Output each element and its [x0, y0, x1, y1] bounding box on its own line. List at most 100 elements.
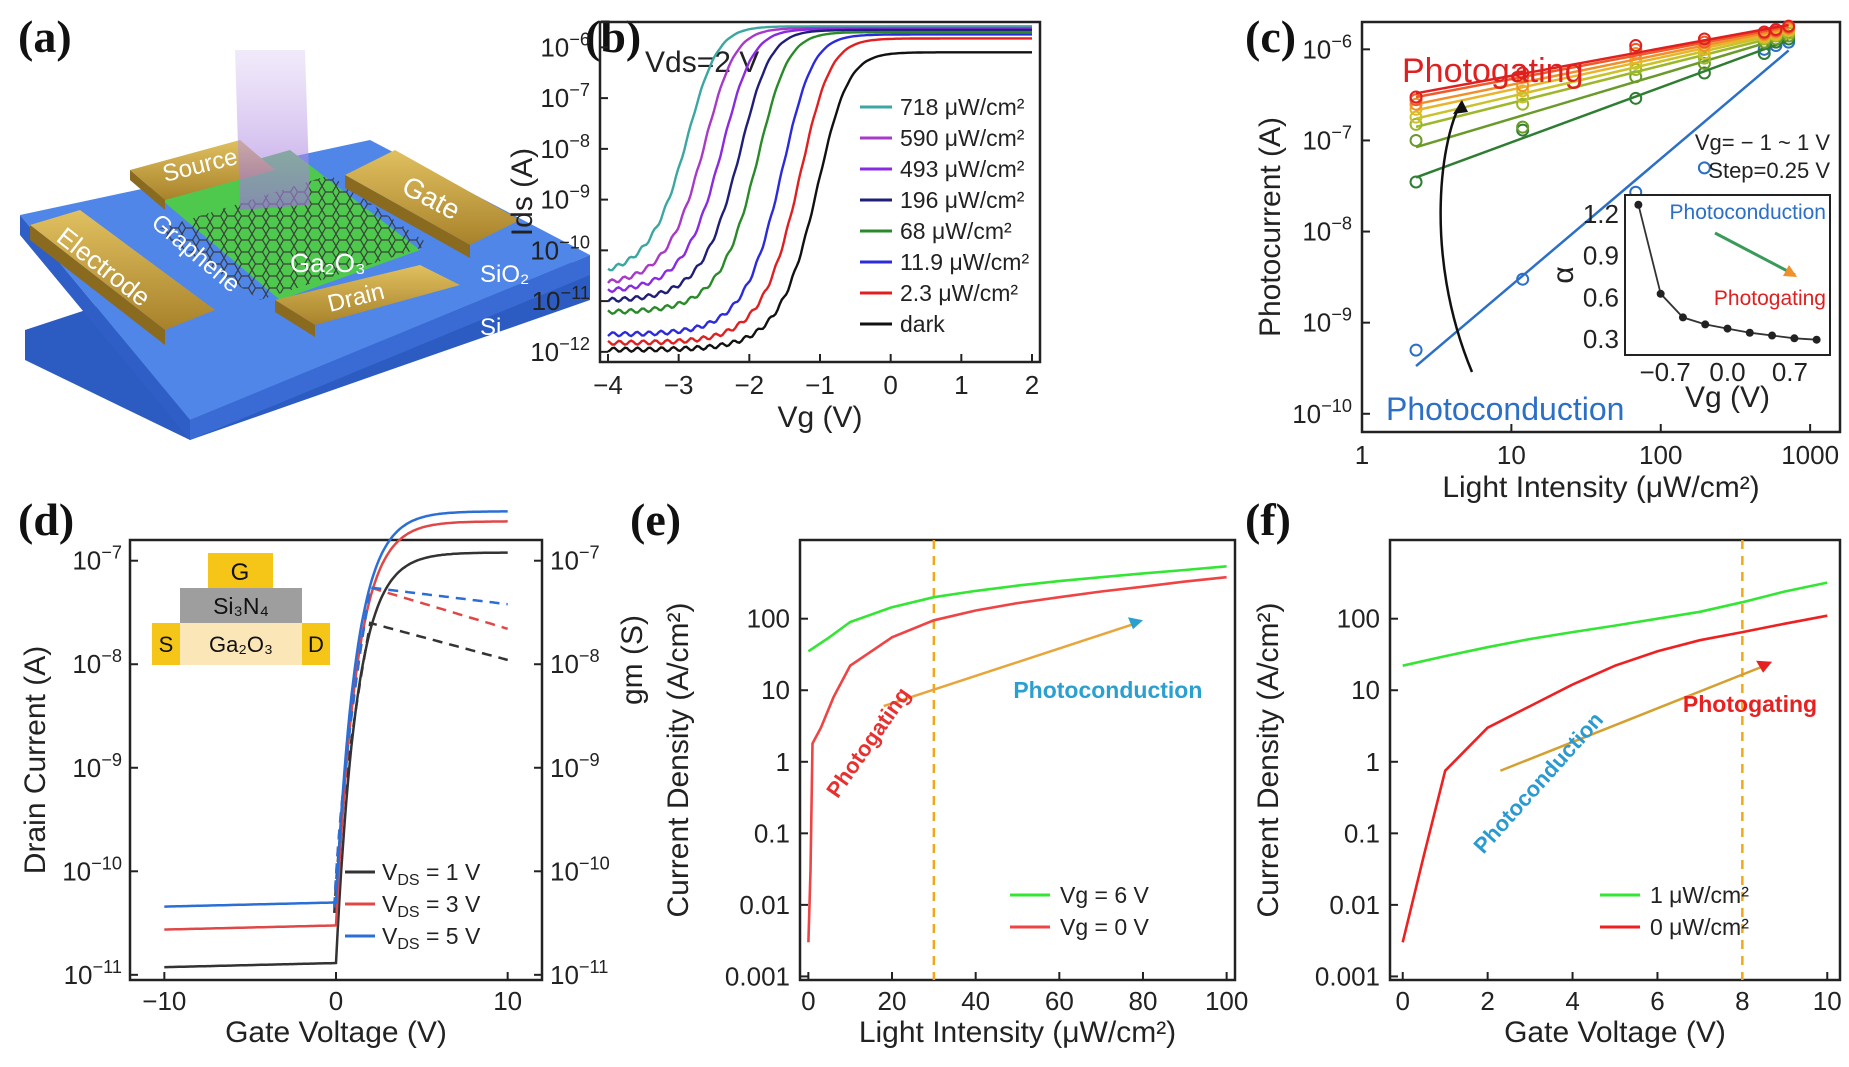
- y2-axis-label: gm (S): [616, 615, 649, 705]
- y-tick-label: 10−7: [540, 80, 590, 113]
- panel-f-current-density-gate: 0 2 4 6 8 10 0.001 0.01 0.1 1 10 100 Gate Voltage (V…: [1252, 538, 1842, 1049]
- inset-x-tick-label: −0.7: [1639, 357, 1690, 387]
- x-tick-label: 0: [329, 986, 343, 1016]
- y-tick-label: 1: [776, 747, 790, 777]
- inset-y-tick-label: 0.9: [1583, 241, 1619, 271]
- inset-x-label: Vg (V): [1685, 381, 1770, 414]
- panel-b-transfer-curves: −4 −3 −2 −1 0 1 2 10−12 10−11 10−10 10−9 10−8 10−7 10…: [506, 20, 1042, 434]
- x-axis-label: Light Intensity (μW/cm²): [859, 1016, 1176, 1049]
- y-tick-label: 10−9: [72, 750, 122, 783]
- x-tick-label: 6: [1650, 986, 1664, 1016]
- y2-tick-label: 10−7: [550, 543, 600, 576]
- data-point-vg--0.75: [1697, 66, 1711, 80]
- x-tick-label: 60: [1045, 986, 1074, 1016]
- y-tick-label: 10−10: [62, 853, 122, 886]
- y-tick-label: 10−8: [540, 131, 590, 164]
- stack-drain: [302, 623, 330, 665]
- legend-entry-718: 718 μW/cm²: [900, 94, 1025, 120]
- panel-f-frame: [1388, 538, 1842, 982]
- inset-y-tick-label: 1.2: [1583, 199, 1619, 229]
- data-point-vg-1: [1769, 23, 1783, 37]
- data-point-vg-0.75: [1629, 42, 1643, 56]
- data-point-vg-0.5: [1516, 79, 1530, 93]
- y-tick-label: 0.01: [739, 890, 790, 920]
- series-line-2.3: [607, 37, 1032, 347]
- drain-current-line-1: [164, 520, 508, 931]
- data-point-vg--1: [1697, 161, 1711, 175]
- y-tick-label: 0.001: [1315, 961, 1380, 991]
- data-point-vg--0.5: [1409, 133, 1423, 147]
- stack-channel: [152, 623, 330, 665]
- y-tick-label: 0.01: [1329, 890, 1380, 920]
- x-tick-label: 40: [961, 986, 990, 1016]
- inset-alpha-point: [1790, 334, 1799, 343]
- data-point-vg-1: [1409, 90, 1423, 104]
- y-tick-label: 0.001: [725, 961, 790, 991]
- fit-line-vg-1: [1415, 23, 1789, 95]
- data-point-vg-0.75: [1516, 70, 1530, 84]
- stack-dielectric-label: Si₃N₄: [213, 593, 269, 619]
- y-axis-label: Current Density (A/cm²): [662, 602, 695, 917]
- x-tick-label: 10: [1497, 440, 1526, 470]
- fit-line-vg-0.5: [1415, 27, 1789, 106]
- y-tick-label: 10: [1351, 675, 1380, 705]
- legend-entry-493: 493 μW/cm²: [900, 156, 1025, 182]
- legend-entry-1: 0 μW/cm²: [1650, 914, 1749, 940]
- stack-source: [152, 623, 180, 665]
- x-tick-label: 20: [878, 986, 907, 1016]
- graphene-sheet: [155, 175, 430, 300]
- label-photogating: Photogating: [821, 683, 915, 802]
- data-point-vg--0.75: [1629, 91, 1643, 105]
- trend-arrow-head: [1127, 617, 1143, 630]
- inset-alpha-point: [1656, 289, 1665, 298]
- x-tick-label: 2: [1480, 986, 1494, 1016]
- data-point-vg-0: [1409, 110, 1423, 124]
- data-point-vg--1: [1409, 343, 1423, 357]
- series-line-718: [607, 25, 1032, 272]
- panel-c-photocurrent: 1 10 100 1000 10−10 10−9 10−8 10−7 10−6 Light Int…: [1254, 19, 1842, 504]
- y-tick-label: 10: [761, 675, 790, 705]
- series-line-1: [807, 575, 1227, 943]
- panel-c-frame: [1360, 20, 1842, 434]
- x-tick-label: 1: [954, 370, 968, 400]
- x-tick-label: 4: [1565, 986, 1579, 1016]
- y-axis-label: Photocurrent (A): [1254, 117, 1287, 337]
- fit-line-vg--0.25: [1415, 32, 1789, 129]
- legend-entry-196: 196 μW/cm²: [900, 187, 1025, 213]
- trend-arrow: [1499, 665, 1763, 772]
- x-tick-label: 0: [883, 370, 897, 400]
- stack-drain-label: D: [308, 632, 324, 657]
- fit-line-vg--0.5: [1415, 34, 1789, 149]
- panel-label-f: (f): [1245, 494, 1291, 545]
- trend-arrow-head: [1756, 660, 1773, 673]
- inset-y-tick-label: 0.6: [1583, 282, 1619, 312]
- inset-alpha-point: [1634, 200, 1643, 209]
- legend-entry-11.9: 11.9 μW/cm²: [900, 249, 1029, 275]
- y-tick-label: 10−7: [1302, 122, 1352, 155]
- series-line-0: [807, 565, 1227, 653]
- legend-entry-2: VDS = 5 V: [382, 923, 481, 953]
- y-tick-label: 10−10: [530, 232, 590, 265]
- label-photoconduction: Photoconduction: [1013, 677, 1202, 703]
- data-point-vg--0.25: [1409, 117, 1423, 131]
- x-tick-label: 2: [1025, 370, 1039, 400]
- x-tick-label: −4: [593, 370, 623, 400]
- inset-alpha-point: [1768, 331, 1777, 340]
- stack-channel-label: Ga₂O₃: [209, 632, 273, 657]
- y-tick-label: 10−6: [1302, 31, 1352, 64]
- y-tick-label: 10−11: [532, 283, 590, 316]
- panel-label-c: (c): [1245, 11, 1296, 62]
- panel-e-current-density-intensity: 0 20 40 60 80 100 0.001 0.01 0.1 1 10 100 Light Inte…: [662, 538, 1248, 1049]
- x-tick-label: 100: [1205, 986, 1248, 1016]
- series-line-11.9: [607, 33, 1032, 338]
- x-tick-label: 0: [1396, 986, 1410, 1016]
- y-tick-label: 0.1: [1344, 818, 1380, 848]
- curved-arrow: [1439, 101, 1474, 373]
- series-line-68: [607, 30, 1032, 316]
- gm-dashed-line-2: [333, 586, 508, 908]
- x-tick-label: −10: [142, 986, 186, 1016]
- x-tick-label: −1: [805, 370, 835, 400]
- y2-tick-label: 10−10: [550, 853, 610, 886]
- inset-x-tick-label: 0.0: [1709, 357, 1745, 387]
